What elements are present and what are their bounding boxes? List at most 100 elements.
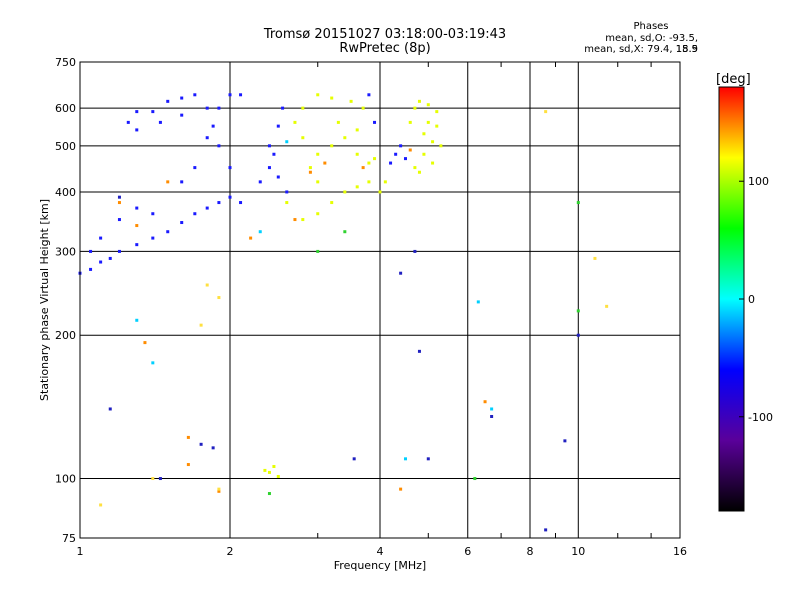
x-tick-label: 16 <box>673 545 687 558</box>
data-point <box>483 400 487 404</box>
data-point <box>352 457 356 461</box>
data-point <box>408 120 412 124</box>
data-point <box>228 93 232 97</box>
data-point <box>389 161 393 165</box>
data-point <box>399 487 403 491</box>
data-point <box>576 333 580 337</box>
data-point <box>217 296 221 300</box>
data-point <box>417 99 421 103</box>
data-point <box>431 161 435 165</box>
data-point <box>308 170 312 174</box>
data-point <box>258 230 262 234</box>
data-point <box>217 487 221 491</box>
data-point <box>166 230 170 234</box>
data-point <box>426 103 430 107</box>
data-point <box>373 120 377 124</box>
data-point <box>301 106 305 110</box>
data-point <box>89 267 93 271</box>
data-point <box>576 201 580 205</box>
data-point <box>490 414 494 418</box>
x-tick-label: 8 <box>527 545 534 558</box>
data-point <box>330 96 334 100</box>
data-point <box>143 341 147 345</box>
plot-frame <box>79 61 681 539</box>
y-tick-label: 500 <box>55 140 76 153</box>
data-point <box>180 221 184 225</box>
data-point <box>316 93 320 97</box>
data-point <box>166 99 170 103</box>
data-point <box>426 457 430 461</box>
data-point <box>217 106 221 110</box>
data-point <box>293 218 297 222</box>
data-point <box>151 212 155 216</box>
data-point <box>158 477 162 481</box>
data-point <box>408 148 412 152</box>
data-point <box>378 190 382 194</box>
data-point <box>316 212 320 216</box>
data-point <box>166 180 170 184</box>
data-point <box>186 463 190 467</box>
data-point <box>343 136 347 140</box>
data-point <box>193 212 197 216</box>
data-point <box>308 166 312 170</box>
y-axis-label: Stationary phase Virtual Height [km] <box>38 199 51 401</box>
axes: 1 2 4 6 8 10 16 75 100 200 300 400 500 600 750 <box>55 56 687 558</box>
data-point <box>394 152 398 156</box>
data-point <box>99 236 103 240</box>
y-tick-label: 600 <box>55 102 76 115</box>
data-point <box>417 349 421 353</box>
data-point <box>403 457 407 461</box>
data-point <box>228 195 232 199</box>
x-tick-label: 10 <box>571 545 585 558</box>
data-point <box>217 201 221 205</box>
data-point <box>417 170 421 174</box>
data-point <box>435 110 439 114</box>
data-point <box>263 468 267 472</box>
data-point <box>544 528 548 532</box>
data-point <box>330 144 334 148</box>
data-point <box>117 218 121 222</box>
data-point <box>439 144 443 148</box>
x-tick-label: 1 <box>77 545 84 558</box>
data-point <box>249 236 253 240</box>
data-point <box>343 190 347 194</box>
y-tick-label: 400 <box>55 186 76 199</box>
data-point <box>205 206 209 210</box>
data-point <box>135 110 139 114</box>
data-point <box>316 152 320 156</box>
data-point <box>126 120 130 124</box>
data-point <box>422 132 426 136</box>
data-point <box>151 236 155 240</box>
data-point <box>135 224 139 228</box>
data-point <box>367 161 371 165</box>
data-point <box>544 110 548 114</box>
data-points <box>78 93 609 532</box>
data-point <box>186 435 190 439</box>
data-point <box>151 361 155 365</box>
data-point <box>473 477 477 481</box>
data-point <box>217 489 221 493</box>
data-point <box>435 124 439 128</box>
data-point <box>117 195 121 199</box>
data-point <box>158 120 162 124</box>
y-tick-label: 750 <box>55 56 76 69</box>
data-point <box>89 249 93 253</box>
data-point <box>211 446 215 450</box>
colorbar-label: [deg] <box>716 72 751 87</box>
data-point <box>605 304 609 308</box>
data-point <box>193 166 197 170</box>
data-point <box>276 124 280 128</box>
data-point <box>239 201 243 205</box>
data-point <box>367 180 371 184</box>
data-point <box>258 180 262 184</box>
data-point <box>490 407 494 411</box>
data-point <box>199 442 203 446</box>
colorbar-tick-label: 100 <box>748 175 769 188</box>
data-point <box>267 470 271 474</box>
data-point <box>272 152 276 156</box>
data-point <box>355 185 359 189</box>
data-point <box>99 503 103 507</box>
data-point <box>422 152 426 156</box>
data-point <box>205 283 209 287</box>
